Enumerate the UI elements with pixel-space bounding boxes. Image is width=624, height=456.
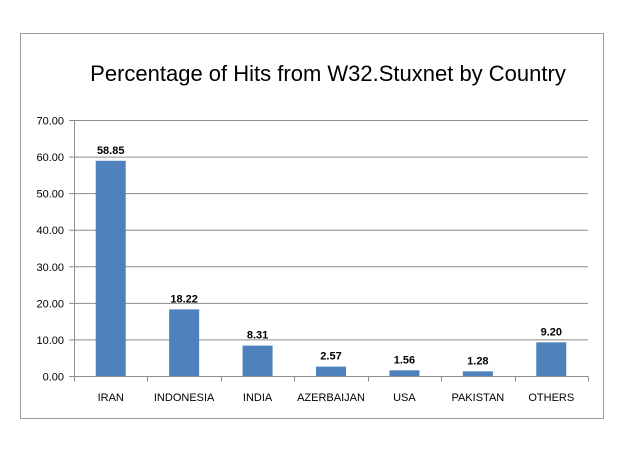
data-label: 18.22: [170, 293, 198, 305]
x-tick-label: INDONESIA: [154, 392, 215, 404]
y-axis-ticks: 0.00 10.00 20.00 30.00 40.00 50.00 60.00 70.00: [36, 116, 75, 384]
x-axis: IRAN INDONESIA INDIA AZERBAIJAN USA PAKISTAN O…: [74, 376, 589, 404]
x-tick-label: USA: [393, 392, 416, 404]
chart-title: Percentage of Hits from W32.Stuxnet by C…: [90, 61, 566, 86]
y-tick-label: 60.00: [36, 152, 64, 164]
data-labels: 58.85 18.22 8.31 2.57 1.56 1.28 9.20: [97, 145, 562, 368]
x-tick-label: IRAN: [98, 392, 124, 404]
data-label: 1.56: [394, 354, 415, 366]
x-tick-label: AZERBAIJAN: [297, 392, 365, 404]
y-tick-label: 70.00: [36, 116, 64, 128]
bar-azerbaijan: [316, 366, 346, 376]
data-label: 2.57: [320, 351, 341, 363]
data-label: 9.20: [541, 326, 562, 338]
x-tick-label: OTHERS: [528, 392, 574, 404]
y-tick-label: 30.00: [36, 262, 64, 274]
gridlines: [74, 120, 588, 341]
bar-iran: [95, 160, 126, 376]
x-tick-label: INDIA: [243, 392, 273, 404]
y-tick-label: 0.00: [43, 372, 64, 384]
data-label: 1.28: [467, 355, 488, 367]
bars: [95, 160, 567, 376]
bar-india: [242, 345, 273, 376]
data-label: 8.31: [247, 330, 268, 342]
bar-usa: [389, 370, 420, 376]
bar-pakistan: [462, 371, 493, 376]
y-tick-label: 20.00: [36, 298, 64, 310]
bar-indonesia: [169, 309, 200, 376]
y-tick-label: 10.00: [36, 335, 64, 347]
x-tick-label: PAKISTAN: [451, 392, 504, 404]
bar-others: [536, 342, 567, 376]
y-tick-label: 50.00: [36, 189, 64, 201]
data-label: 58.85: [97, 145, 125, 157]
y-tick-label: 40.00: [36, 225, 64, 237]
